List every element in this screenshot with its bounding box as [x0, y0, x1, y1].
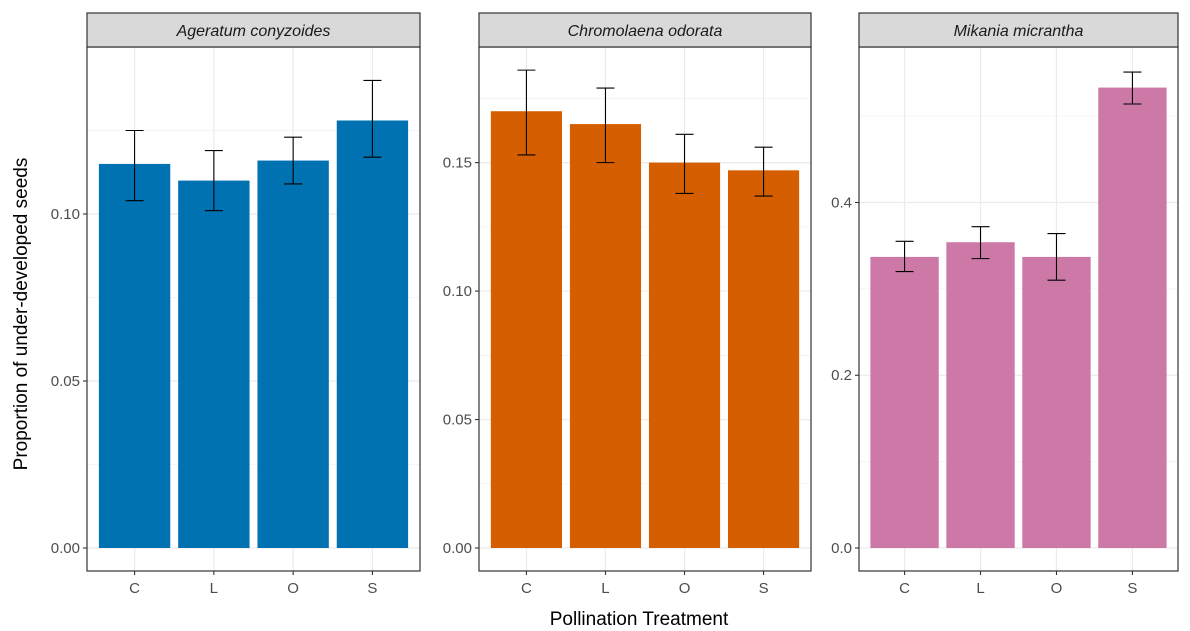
x-tick-label: O — [287, 580, 299, 597]
bar-S — [336, 120, 409, 548]
y-tick-label: 0.10 — [443, 283, 472, 300]
x-tick-label: O — [679, 580, 691, 597]
panel-1: Ageratum conyzoides 0.00 0.05 0.10 C L O S — [51, 12, 421, 597]
bar-L — [569, 124, 642, 549]
bar-S — [728, 170, 800, 549]
bar-O — [1022, 256, 1091, 548]
x-tick-label: C — [521, 580, 532, 597]
error-bar-S — [754, 146, 773, 197]
y-tick-label: 0.15 — [443, 155, 472, 172]
error-bar-O — [1047, 233, 1066, 281]
error-bar-C — [125, 129, 144, 202]
y-tick-label: 0.05 — [51, 373, 80, 390]
bar-C — [490, 111, 562, 548]
error-bar-O — [284, 136, 303, 185]
bar-O — [648, 162, 721, 548]
bar-L — [946, 242, 1015, 549]
y-tick-label: 0.4 — [831, 194, 852, 211]
x-tick-label: S — [1127, 580, 1137, 597]
x-tick-label: S — [759, 580, 769, 597]
error-bar-C — [517, 69, 536, 156]
strip-title: Ageratum conyzoides — [176, 23, 331, 40]
error-bar-L — [971, 226, 990, 260]
error-bar-C — [895, 240, 914, 273]
error-bar-S — [363, 79, 382, 158]
x-tick-label: C — [899, 580, 910, 597]
bar-S — [1098, 87, 1167, 549]
x-tick-label: L — [210, 580, 218, 597]
error-bar-S — [1123, 71, 1142, 105]
y-tick-label: 0.00 — [51, 540, 80, 557]
strip-title: Chromolaena odorata — [568, 23, 723, 40]
panel-3: Mikania micrantha 0.0 0.2 0.4 C L O S — [831, 12, 1179, 597]
x-tick-label: O — [1051, 580, 1063, 597]
y-tick-label: 0.00 — [443, 540, 472, 557]
x-tick-label: L — [601, 580, 609, 597]
x-axis-title: Pollination Treatment — [550, 609, 729, 630]
bar-C — [870, 256, 939, 548]
error-bar-L — [596, 87, 615, 164]
panel-2: Chromolaena odorata 0.00 0.05 0.10 0.15 C L O S — [443, 12, 812, 597]
error-bar-O — [675, 133, 694, 194]
y-tick-label: 0.0 — [831, 540, 852, 557]
x-tick-label: S — [367, 580, 377, 597]
bar-O — [257, 160, 329, 548]
strip-background — [858, 12, 1179, 48]
x-tick-label: C — [129, 580, 140, 597]
bar-C — [98, 163, 171, 548]
y-tick-label: 0.05 — [443, 412, 472, 429]
x-tick-label: L — [976, 580, 984, 597]
strip-background — [86, 12, 421, 48]
error-bar-L — [204, 149, 223, 212]
y-tick-label: 0.2 — [831, 367, 852, 384]
bar-L — [178, 180, 250, 548]
y-tick-label: 0.10 — [51, 206, 80, 223]
strip-background — [478, 12, 812, 48]
y-axis-title: Proportion of under-developed seeds — [11, 158, 32, 471]
strip-title: Mikania micrantha — [954, 23, 1084, 40]
